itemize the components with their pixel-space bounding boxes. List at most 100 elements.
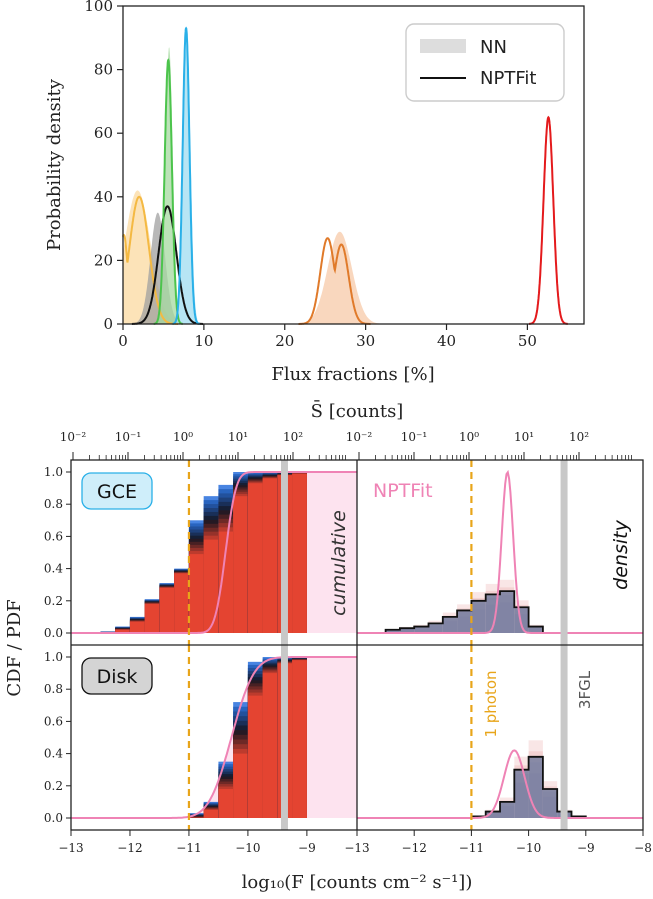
y-tick-label-1-3: 0.6 bbox=[44, 714, 63, 728]
gce-pdf-bar-8 bbox=[500, 591, 515, 633]
top-x-tick-label-4: 40 bbox=[437, 332, 456, 350]
disk-pdf-bar-3 bbox=[514, 769, 529, 818]
disk-cdf-bar-1-11 bbox=[203, 809, 219, 818]
gce-pdf-bar-0 bbox=[385, 629, 400, 633]
gce-fit-pdf-line bbox=[357, 469, 643, 634]
nptfit-density-8 bbox=[172, 26, 201, 325]
y-tick-label-0-5: 1.0 bbox=[44, 465, 63, 479]
disk-fit-pdf-line bbox=[357, 749, 643, 819]
right-x-tick-label-0: −13 bbox=[344, 841, 369, 855]
disk-pdf-step bbox=[470, 755, 587, 818]
disk-cdf-bar-3-11 bbox=[233, 753, 248, 818]
right-x-tick-label-5: −8 bbox=[634, 841, 652, 855]
nn-density-3 bbox=[172, 37, 202, 325]
disk-pdf-bar-5 bbox=[542, 789, 558, 818]
left-x-tick-label-4: −9 bbox=[298, 841, 316, 855]
left-x-tick-label-3: −10 bbox=[235, 841, 260, 855]
legend-nn-swatch bbox=[420, 39, 466, 53]
disk-cdf-bar-4-11 bbox=[247, 695, 263, 818]
top-right-tick-label-2: 10⁰ bbox=[459, 430, 479, 444]
left-x-tick-label-0: −13 bbox=[58, 841, 83, 855]
top-plot-frame bbox=[122, 5, 585, 325]
disk-right-threefgl-band bbox=[560, 645, 568, 830]
right-x-tick-label-3: −10 bbox=[516, 841, 541, 855]
y-tick-label-1-1: 0.2 bbox=[44, 779, 63, 793]
disk-cdf-bar-5-11 bbox=[262, 673, 278, 818]
top-axis-label: S̄ [counts] bbox=[311, 399, 404, 422]
top-x-tick-label-0: 0 bbox=[118, 332, 128, 350]
bottom-chart: 0.0 0.2 0.4 0.6 0.8 1.0 0.0 0.2 0.4 0.6 0.8 1.0 −13 −… bbox=[4, 399, 652, 893]
right-x-tick-label-4: −9 bbox=[577, 841, 595, 855]
gce-cdf-bar-6-11 bbox=[188, 554, 204, 633]
top-right-tick-label-1: 10⁻¹ bbox=[401, 430, 427, 444]
nptfit-density-10 bbox=[529, 115, 568, 325]
nptfit-density-7 bbox=[153, 58, 183, 325]
gce-pdf-bar-1 bbox=[399, 628, 415, 633]
top-left-tick-label-2: 10⁰ bbox=[173, 430, 193, 444]
gce-cdf-bar-8-11 bbox=[218, 531, 234, 633]
legend-nn-label: NN bbox=[480, 37, 507, 58]
y-tick-label-0-3: 0.6 bbox=[44, 529, 63, 543]
disk-badge-label: Disk bbox=[97, 666, 138, 688]
top-x-tick-label-5: 50 bbox=[518, 332, 537, 350]
gce-pdf-bar-4 bbox=[442, 616, 458, 633]
nptfit-density-6 bbox=[131, 205, 204, 325]
left-x-tick-label-2: −11 bbox=[176, 841, 201, 855]
top-left-tick-label-0: 10⁻² bbox=[60, 430, 87, 444]
y-tick-label-0-1: 0.2 bbox=[44, 594, 63, 608]
gce-cdf-bar-7-11 bbox=[203, 539, 219, 633]
top-curves bbox=[122, 26, 568, 325]
top-x-label: Flux fractions [%] bbox=[271, 364, 434, 385]
gce-pdf-bar-9 bbox=[514, 607, 529, 633]
y-tick-label-1-5: 1.0 bbox=[44, 650, 63, 664]
left-x-tick-label-1: −12 bbox=[117, 841, 142, 855]
gce-cdf-bar-4-11 bbox=[159, 587, 175, 633]
gce-pdf-step bbox=[384, 590, 544, 633]
gce-cdf-bar-13-11 bbox=[292, 473, 307, 633]
gce-cdf-bar-5-11 bbox=[174, 573, 189, 633]
top-y-tick-label-0: 0 bbox=[103, 315, 113, 333]
gce-left-threefgl-band bbox=[280, 460, 288, 645]
top-left-tick-label-4: 10² bbox=[283, 430, 303, 444]
disk-pdf-bar-1 bbox=[485, 811, 500, 818]
gce-fit-cdf-line bbox=[71, 471, 357, 634]
gce-cdf-bar-10-11 bbox=[247, 483, 263, 633]
right-x-tick-label-2: −11 bbox=[459, 841, 484, 855]
top-x-tick-label-1: 10 bbox=[194, 332, 213, 350]
gce-pdf-bar-3 bbox=[428, 623, 443, 633]
nn-density-4 bbox=[291, 231, 389, 324]
top-left-tick-label-3: 10¹ bbox=[228, 430, 248, 444]
gce-cdf-bar-3-11 bbox=[144, 604, 160, 633]
top-y-label: Probability density bbox=[44, 78, 65, 251]
legend: NN NPTFit bbox=[405, 23, 565, 102]
disk-pdf-bar-2 bbox=[500, 801, 515, 818]
gce-pdf-bar-10 bbox=[528, 626, 543, 633]
top-y-tick-label-5: 100 bbox=[84, 0, 113, 15]
nptfit-label: NPTFit bbox=[373, 480, 433, 502]
nn-density-0 bbox=[123, 190, 190, 324]
nptfit-density-9 bbox=[298, 237, 371, 325]
threefgl-label: 3FGL bbox=[576, 670, 594, 709]
legend-box bbox=[405, 23, 565, 102]
y-tick-label-1-4: 0.8 bbox=[44, 682, 63, 696]
cumulative-label: cumulative bbox=[328, 510, 350, 616]
gce-badge bbox=[81, 472, 153, 510]
gce-pdf-bar-6 bbox=[471, 600, 486, 633]
bottom-y-label: CDF / PDF bbox=[4, 599, 25, 696]
top-right-tick-label-4: 10² bbox=[569, 430, 589, 444]
gce-cdf-bar-9-11 bbox=[233, 496, 248, 633]
top-right-tick-label-0: 10⁻² bbox=[346, 430, 373, 444]
gce-cdf-bar-11-11 bbox=[262, 478, 278, 633]
y-tick-label-0-4: 0.8 bbox=[44, 497, 63, 511]
y-tick-label-0-0: 0.0 bbox=[44, 626, 63, 640]
disk-cdf-bar-2-11 bbox=[218, 789, 234, 818]
disk-badge bbox=[81, 657, 153, 695]
gce-pdf-bar-5 bbox=[457, 610, 472, 633]
gce-right-threefgl-band bbox=[560, 460, 568, 645]
nn-density-2 bbox=[154, 47, 184, 325]
nptfit-density-5 bbox=[122, 195, 178, 325]
top-y-tick-label-2: 40 bbox=[94, 188, 113, 206]
y-tick-label-1-2: 0.4 bbox=[44, 747, 63, 761]
top-y-tick-label-3: 60 bbox=[94, 124, 113, 142]
